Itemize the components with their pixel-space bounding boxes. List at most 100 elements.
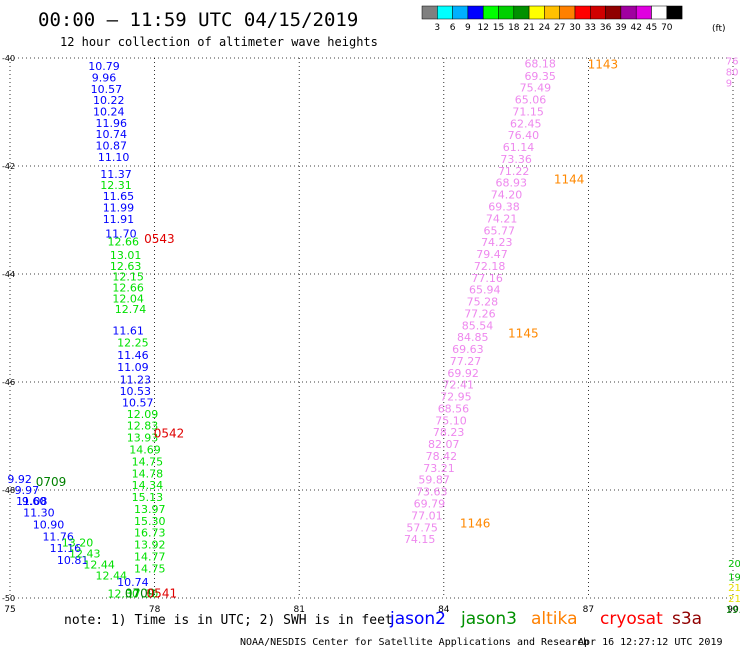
s3a-data-label: 61.14: [503, 141, 535, 154]
s3a-data-label: 75.28: [467, 296, 499, 309]
jason2-data-label: 9.96: [92, 71, 117, 84]
legend-swatch: [498, 5, 515, 20]
jason2-data-label: 9.97: [15, 484, 40, 497]
legend-tick-label: 30: [569, 23, 581, 33]
legend-swatch: [635, 5, 652, 20]
s3a-data-label: 68.93: [496, 177, 528, 190]
s3a-data-label: 65.06: [515, 94, 547, 107]
jason3-data-label: 14.69: [129, 444, 161, 457]
jason3-data-label: 14.75: [134, 562, 166, 575]
pass-time-label: 0709: [36, 475, 67, 489]
pass-time-label: 1143: [588, 57, 619, 71]
jason3-data-label: 12.43: [69, 548, 101, 561]
jason2-data-label: 10.79: [88, 60, 120, 73]
jason2-data-label: 11.30: [23, 507, 55, 520]
s3a-data-label: 69.92: [447, 367, 479, 380]
s3a-data-label: 74.20: [491, 189, 523, 202]
legend-tick-label: 70: [661, 23, 673, 33]
s3a-data-label: 77.01: [411, 509, 443, 522]
x-tick-label: 87: [583, 605, 594, 615]
edge-data-label: 9: [726, 78, 732, 89]
jason2-data-label: 10.57: [122, 397, 154, 410]
jason3-data-label: 14.75: [132, 455, 164, 468]
jason2-data-label: 11.37: [100, 168, 132, 181]
legend-swatch: [544, 5, 560, 20]
legend-tick-label: 45: [646, 23, 657, 33]
jason2-data-label: 11.23: [120, 373, 152, 386]
jason2-data-label: 10.74: [117, 576, 149, 589]
jason2-data-label: 10.53: [120, 385, 152, 398]
jason3-data-label: 12.63: [110, 260, 142, 273]
jason3-data-label: 16.73: [134, 527, 166, 540]
legend-tick-label: 39: [615, 23, 627, 33]
legend-swatch: [528, 5, 545, 20]
legend-swatch: [620, 5, 637, 20]
jason3-data-label: 12.66: [112, 282, 144, 295]
jason2-data-label: 10.81: [57, 554, 89, 567]
edge-data-label: 21.: [728, 594, 740, 605]
jason2-data-label: 10.74: [95, 128, 127, 141]
jason3-data-label: 12.30: [108, 588, 140, 601]
s3a-data-label: 69.63: [452, 343, 484, 356]
jason3-data-label: 12.15: [112, 271, 144, 284]
legend-swatch: [482, 5, 499, 20]
jason3-data-label: 12.44: [83, 559, 115, 572]
satellite-legend: jason2 jason3 altika cryosat s3a: [389, 609, 702, 629]
legend-tick-label: 33: [585, 23, 596, 33]
s3a-data-label: 71.22: [498, 165, 530, 178]
s3a-data-label: 72.18: [474, 260, 506, 273]
s3a-data-label: 68.18: [524, 57, 556, 70]
legend-unit: (ft): [712, 24, 726, 34]
edge-data-label: 76: [726, 57, 739, 68]
jason2-data-label: 11.61: [112, 325, 144, 338]
jason3-data-label: 13.01: [110, 249, 142, 262]
s3a-data-label: 62.45: [510, 117, 542, 130]
pass-time-label: 1145: [508, 326, 539, 340]
legend-swatch: [590, 5, 606, 20]
jason3-data-label: 12.44: [95, 569, 127, 582]
legend-tick-label: 21: [523, 23, 534, 33]
s3a-data-label: 69.79: [414, 498, 446, 511]
jason2-data-label: 10.87: [95, 139, 127, 152]
jason2-data-label: 11.16: [50, 542, 82, 555]
y-tick-label: -44: [2, 270, 15, 279]
jason2-data-label: 11.46: [117, 349, 149, 362]
pass-time-label: 1146: [460, 516, 491, 530]
legend-tick-label: 9: [465, 23, 471, 33]
legend-tick-label: 18: [508, 23, 520, 33]
jason3-data-label: 12.31: [100, 179, 132, 192]
y-tick-label: -48: [2, 486, 15, 495]
s3a-data-label: 74.15: [404, 533, 436, 546]
s3a-data-label: 65.94: [469, 284, 501, 297]
s3a-data-label: 68.56: [438, 402, 470, 415]
x-tick-label: 75: [4, 605, 15, 615]
jason2-data-label: 10.90: [33, 519, 65, 532]
edge-data-label: 21: [728, 583, 740, 594]
jason3-data-label: 12.66: [108, 236, 140, 249]
pass-time-label: 0541: [147, 587, 178, 601]
jason3-data-label: 13.97: [134, 503, 166, 516]
jason3-data-label: 12.83: [127, 420, 159, 433]
jason2-data-label: 10.57: [91, 83, 123, 96]
pass-time-label: 0542: [154, 426, 185, 440]
s3a-data-label: 78.23: [433, 426, 465, 439]
jason2-data-label: 9.92: [7, 473, 32, 486]
s3a-data-label: 84.85: [457, 331, 489, 344]
s3a-data-label: 72.95: [440, 391, 472, 404]
jason2-data-label: 11.08: [16, 495, 48, 508]
legend-tick-label: 27: [554, 23, 565, 33]
s3a-data-label: 73.36: [500, 153, 532, 166]
s3a-data-label: 74.23: [481, 236, 513, 249]
legend-tick-label: 3: [434, 23, 440, 33]
s3a-data-label: 77.27: [450, 355, 482, 368]
edge-data-label: 19.94: [726, 605, 740, 616]
footer-timestamp: Apr 16 12:27:12 UTC 2019: [578, 637, 723, 648]
satellite-name: altika: [531, 609, 578, 629]
legend-swatch: [513, 5, 530, 20]
jason3-data-label: 17.30: [127, 588, 159, 601]
pass-time-label: 0543: [144, 232, 175, 246]
footer-note: note: 1) Time is in UTC; 2) SWH is in fe…: [64, 613, 393, 628]
legend-tick-label: 6: [450, 23, 456, 33]
s3a-data-label: 75.10: [435, 414, 467, 427]
legend-swatch: [421, 5, 438, 20]
